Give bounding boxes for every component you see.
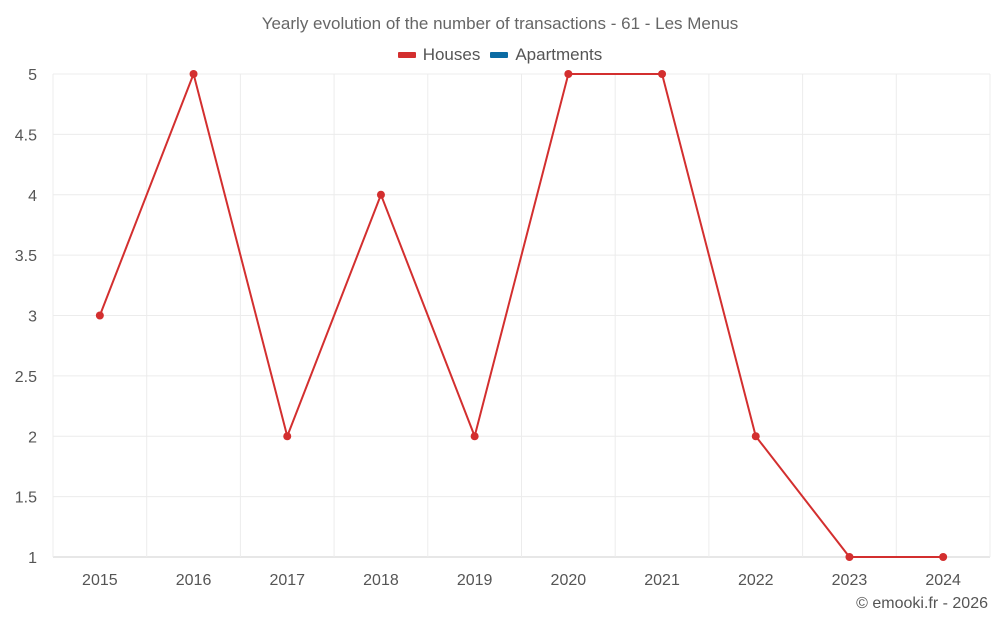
y-tick-label: 3: [28, 309, 37, 326]
y-tick-label: 4.5: [15, 127, 37, 144]
legend-item-houses[interactable]: Houses: [397, 45, 481, 65]
data-point: [751, 432, 760, 441]
data-point: [658, 70, 667, 78]
legend: Houses Apartments: [0, 45, 1000, 65]
legend-label-houses: Houses: [422, 45, 481, 64]
legend-label-apartments: Apartments: [515, 45, 603, 64]
y-tick-label: 3.5: [15, 248, 37, 265]
data-point: [376, 190, 385, 199]
legend-swatch-houses: [397, 52, 416, 58]
y-tick-label: 2.5: [15, 369, 37, 386]
legend-item-apartments[interactable]: Apartments: [490, 45, 602, 65]
x-tick-label: 2017: [269, 572, 305, 589]
credit-text: © emooki.fr - 2026: [856, 595, 988, 612]
data-point: [283, 432, 292, 441]
x-tick-label: 2018: [363, 572, 399, 589]
data-point: [470, 432, 479, 441]
data-point: [845, 553, 854, 561]
y-tick-label: 2: [28, 429, 37, 446]
x-tick-label: 2021: [644, 572, 680, 589]
series-line-houses: [98, 73, 944, 558]
data-point: [95, 311, 104, 320]
x-tick-label: 2022: [738, 572, 774, 589]
legend-swatch-apartments: [490, 52, 509, 58]
data-point: [189, 70, 198, 78]
y-tick-label: 1: [28, 550, 37, 567]
x-tick-label: 2019: [457, 572, 493, 589]
x-tick-label: 2015: [82, 572, 118, 589]
data-point: [939, 553, 948, 561]
x-tick-label: 2024: [925, 572, 961, 589]
y-tick-label: 4: [28, 188, 37, 205]
x-tick-label: 2016: [176, 572, 212, 589]
x-tick-label: 2023: [832, 572, 868, 589]
y-tick-label: 5: [28, 67, 37, 84]
data-point: [564, 70, 573, 78]
x-tick-label: 2020: [551, 572, 587, 589]
y-tick-label: 1.5: [15, 490, 37, 507]
chart-title: Yearly evolution of the number of transa…: [261, 14, 739, 33]
